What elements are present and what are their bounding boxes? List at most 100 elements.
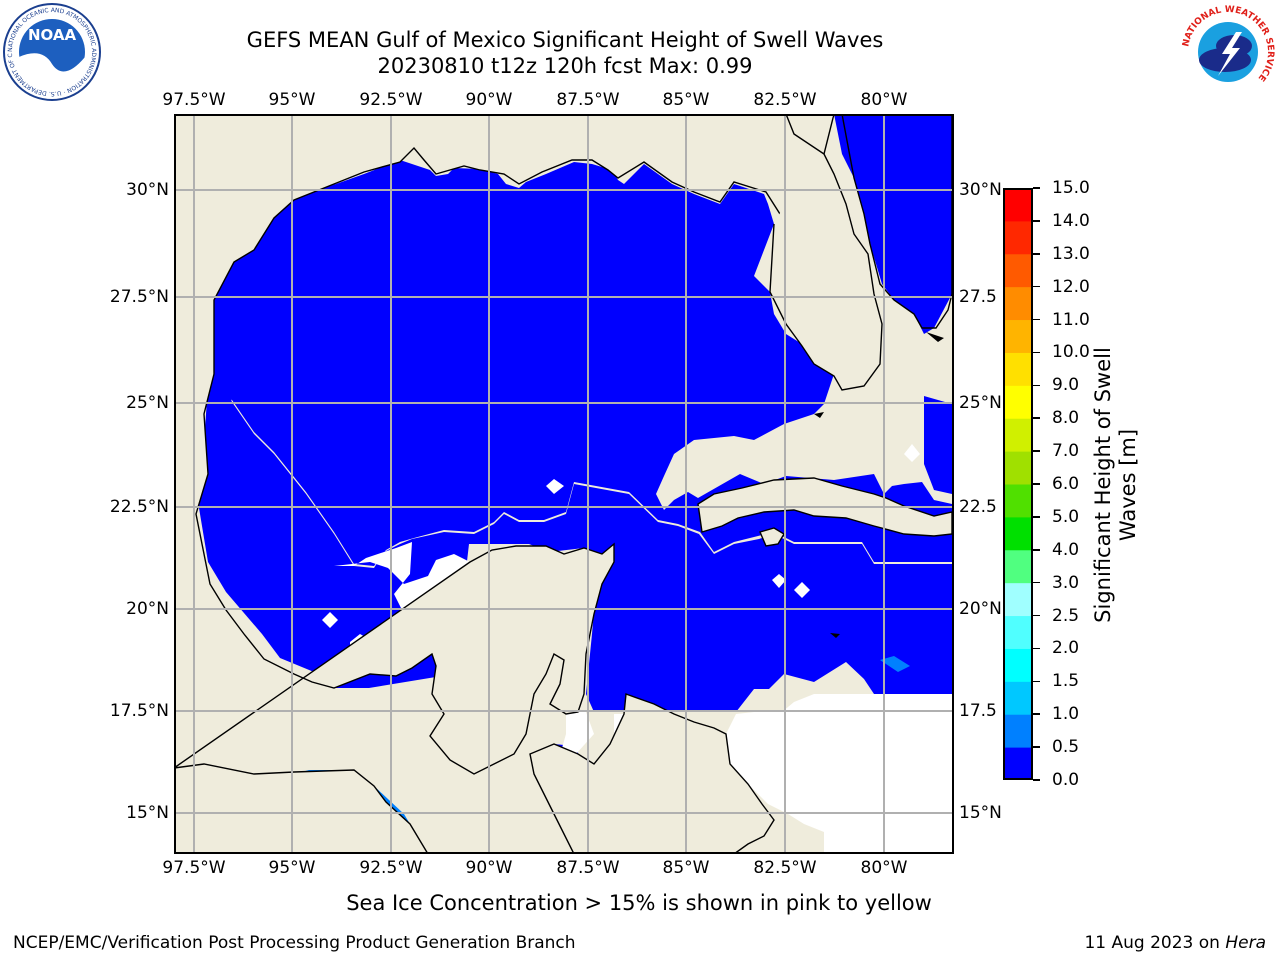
colorbar-tick-mark xyxy=(1033,450,1040,452)
lon-tick-top: 87.5°W xyxy=(556,90,620,110)
colorbar-segment xyxy=(1003,319,1033,353)
colorbar-tick-label: 0.5 xyxy=(1052,737,1080,758)
map-border xyxy=(174,114,954,854)
colorbar-tick-mark xyxy=(1033,285,1040,288)
colorbar-tick-mark xyxy=(1033,483,1040,485)
colorbar xyxy=(1003,188,1033,780)
lat-tick-right: 20°N xyxy=(959,599,1002,619)
colorbar-tick-label: 15.0 xyxy=(1052,178,1090,198)
colorbar-segment xyxy=(1003,582,1033,617)
map-panel xyxy=(174,114,954,854)
colorbar-tick-mark xyxy=(1033,746,1040,748)
chart-subtitle: 20230810 t12z 120h fcst Max: 0.99 xyxy=(377,54,753,78)
colorbar-tick-mark xyxy=(1033,647,1040,650)
colorbar-tick-mark xyxy=(1033,351,1040,354)
colorbar-label: Significant Height of Swell Waves [m] xyxy=(1091,347,1140,623)
lat-tick-right: 30°N xyxy=(959,180,1002,200)
colorbar-segment xyxy=(1003,220,1033,255)
colorbar-tick-label: 2.5 xyxy=(1052,605,1080,626)
colorbar-tick-mark xyxy=(1033,680,1040,683)
colorbar-tick-label: 11.0 xyxy=(1052,309,1090,330)
nws-logo: NATIONAL WEATHER SERVICE xyxy=(1180,4,1276,100)
noaa-logo: NATIONAL OCEANIC AND ATMOSPHERIC ADMINIS… xyxy=(2,2,101,101)
colorbar-segment xyxy=(1003,286,1033,321)
colorbar-tick-label: 0.0 xyxy=(1052,770,1080,790)
colorbar-tick-label: 8.0 xyxy=(1052,408,1080,429)
colorbar-tick-label: 6.0 xyxy=(1052,474,1080,494)
lat-tick-left: 25°N xyxy=(126,393,169,413)
colorbar-tick-label: 9.0 xyxy=(1052,375,1080,396)
lat-tick-right: 17.5 xyxy=(959,701,997,721)
lon-tick-bottom: 97.5°W xyxy=(162,858,226,878)
colorbar-tick-mark xyxy=(1033,318,1040,321)
colorbar-tick-mark xyxy=(1033,417,1040,419)
lon-tick-bottom: 95°W xyxy=(268,858,316,878)
colorbar-tick-label: 5.0 xyxy=(1052,506,1080,527)
lat-tick-left: 27.5°N xyxy=(109,287,169,307)
colorbar-segment xyxy=(1003,484,1033,518)
colorbar-tick-mark xyxy=(1033,220,1040,222)
colorbar-tick-label: 13.0 xyxy=(1052,243,1090,264)
lon-tick-top: 95°W xyxy=(268,90,316,110)
lat-tick-left: 15°N xyxy=(126,803,169,823)
colorbar-tick-label: 2.0 xyxy=(1052,638,1080,659)
lat-tick-left: 20°N xyxy=(126,599,169,619)
lat-tick-left: 17.5°N xyxy=(109,701,169,721)
noaa-logo-text: NOAA xyxy=(28,26,77,44)
colorbar-segment xyxy=(1003,549,1033,584)
lon-tick-top: 82.5°W xyxy=(753,90,817,110)
lon-tick-top: 85°W xyxy=(662,90,710,110)
lon-tick-top: 92.5°W xyxy=(359,90,423,110)
colorbar-tick-label: 4.0 xyxy=(1052,539,1080,560)
colorbar-tick-label: 7.0 xyxy=(1052,441,1080,462)
lat-tick-left: 30°N xyxy=(126,180,169,200)
colorbar-tick-label: 3.0 xyxy=(1052,572,1080,593)
colorbar-tick-mark xyxy=(1033,614,1040,617)
islands xyxy=(814,332,944,638)
sea-ice-footnote: Sea Ice Concentration > 15% is shown in … xyxy=(346,891,932,915)
colorbar-tick-label: 10.0 xyxy=(1052,342,1090,363)
colorbar-tick-mark xyxy=(1033,253,1040,255)
colorbar-tick-mark xyxy=(1033,187,1040,189)
colorbar-tick-mark xyxy=(1033,549,1040,551)
lat-tick-left: 22.5°N xyxy=(109,497,169,517)
lon-tick-bottom: 82.5°W xyxy=(753,858,817,878)
colorbar-tick-mark xyxy=(1033,779,1040,781)
colorbar-segment xyxy=(1003,253,1033,288)
lon-tick-bottom: 87.5°W xyxy=(556,858,620,878)
colorbar-tick-label: 1.0 xyxy=(1052,704,1080,725)
lat-tick-right: 27.5 xyxy=(959,287,997,307)
lat-tick-right: 25°N xyxy=(959,393,1002,413)
lat-tick-right: 15°N xyxy=(959,803,1002,823)
colorbar-tick-label: 12.0 xyxy=(1052,276,1090,297)
lat-tick-right: 22.5 xyxy=(959,497,997,517)
credit-date-host: 11 Aug 2023 on Hera xyxy=(1084,933,1266,953)
colorbar-tick-mark xyxy=(1033,581,1040,584)
lon-tick-bottom: 85°W xyxy=(662,858,710,878)
colorbar-segment xyxy=(1003,681,1033,715)
colorbar-segment xyxy=(1003,451,1033,485)
credit-organization: NCEP/EMC/Verification Post Processing Pr… xyxy=(13,933,576,953)
colorbar-tick-mark xyxy=(1033,384,1040,387)
colorbar-segment xyxy=(1003,747,1033,780)
colorbar-segment xyxy=(1003,516,1033,551)
lon-tick-top: 80°W xyxy=(860,90,908,110)
lon-tick-bottom: 80°W xyxy=(860,858,908,878)
colorbar-tick-label: 14.0 xyxy=(1052,210,1090,231)
colorbar-tick-mark xyxy=(1033,516,1040,518)
colorbar-segment xyxy=(1003,648,1033,682)
colorbar-segment xyxy=(1003,188,1033,222)
lon-tick-bottom: 92.5°W xyxy=(359,858,423,878)
lon-tick-top: 90°W xyxy=(465,90,513,110)
colorbar-segment xyxy=(1003,714,1033,748)
colorbar-segment xyxy=(1003,352,1033,386)
chart-title: GEFS MEAN Gulf of Mexico Significant Hei… xyxy=(246,28,884,52)
colorbar-tick-mark xyxy=(1033,713,1040,715)
colorbar-segment xyxy=(1003,418,1033,452)
colorbar-segment xyxy=(1003,385,1033,419)
colorbar-segment xyxy=(1003,615,1033,649)
lon-tick-bottom: 90°W xyxy=(465,858,513,878)
colorbar-tick-label: 1.5 xyxy=(1052,671,1080,692)
lon-tick-top: 97.5°W xyxy=(162,90,226,110)
gridlines xyxy=(174,114,954,854)
